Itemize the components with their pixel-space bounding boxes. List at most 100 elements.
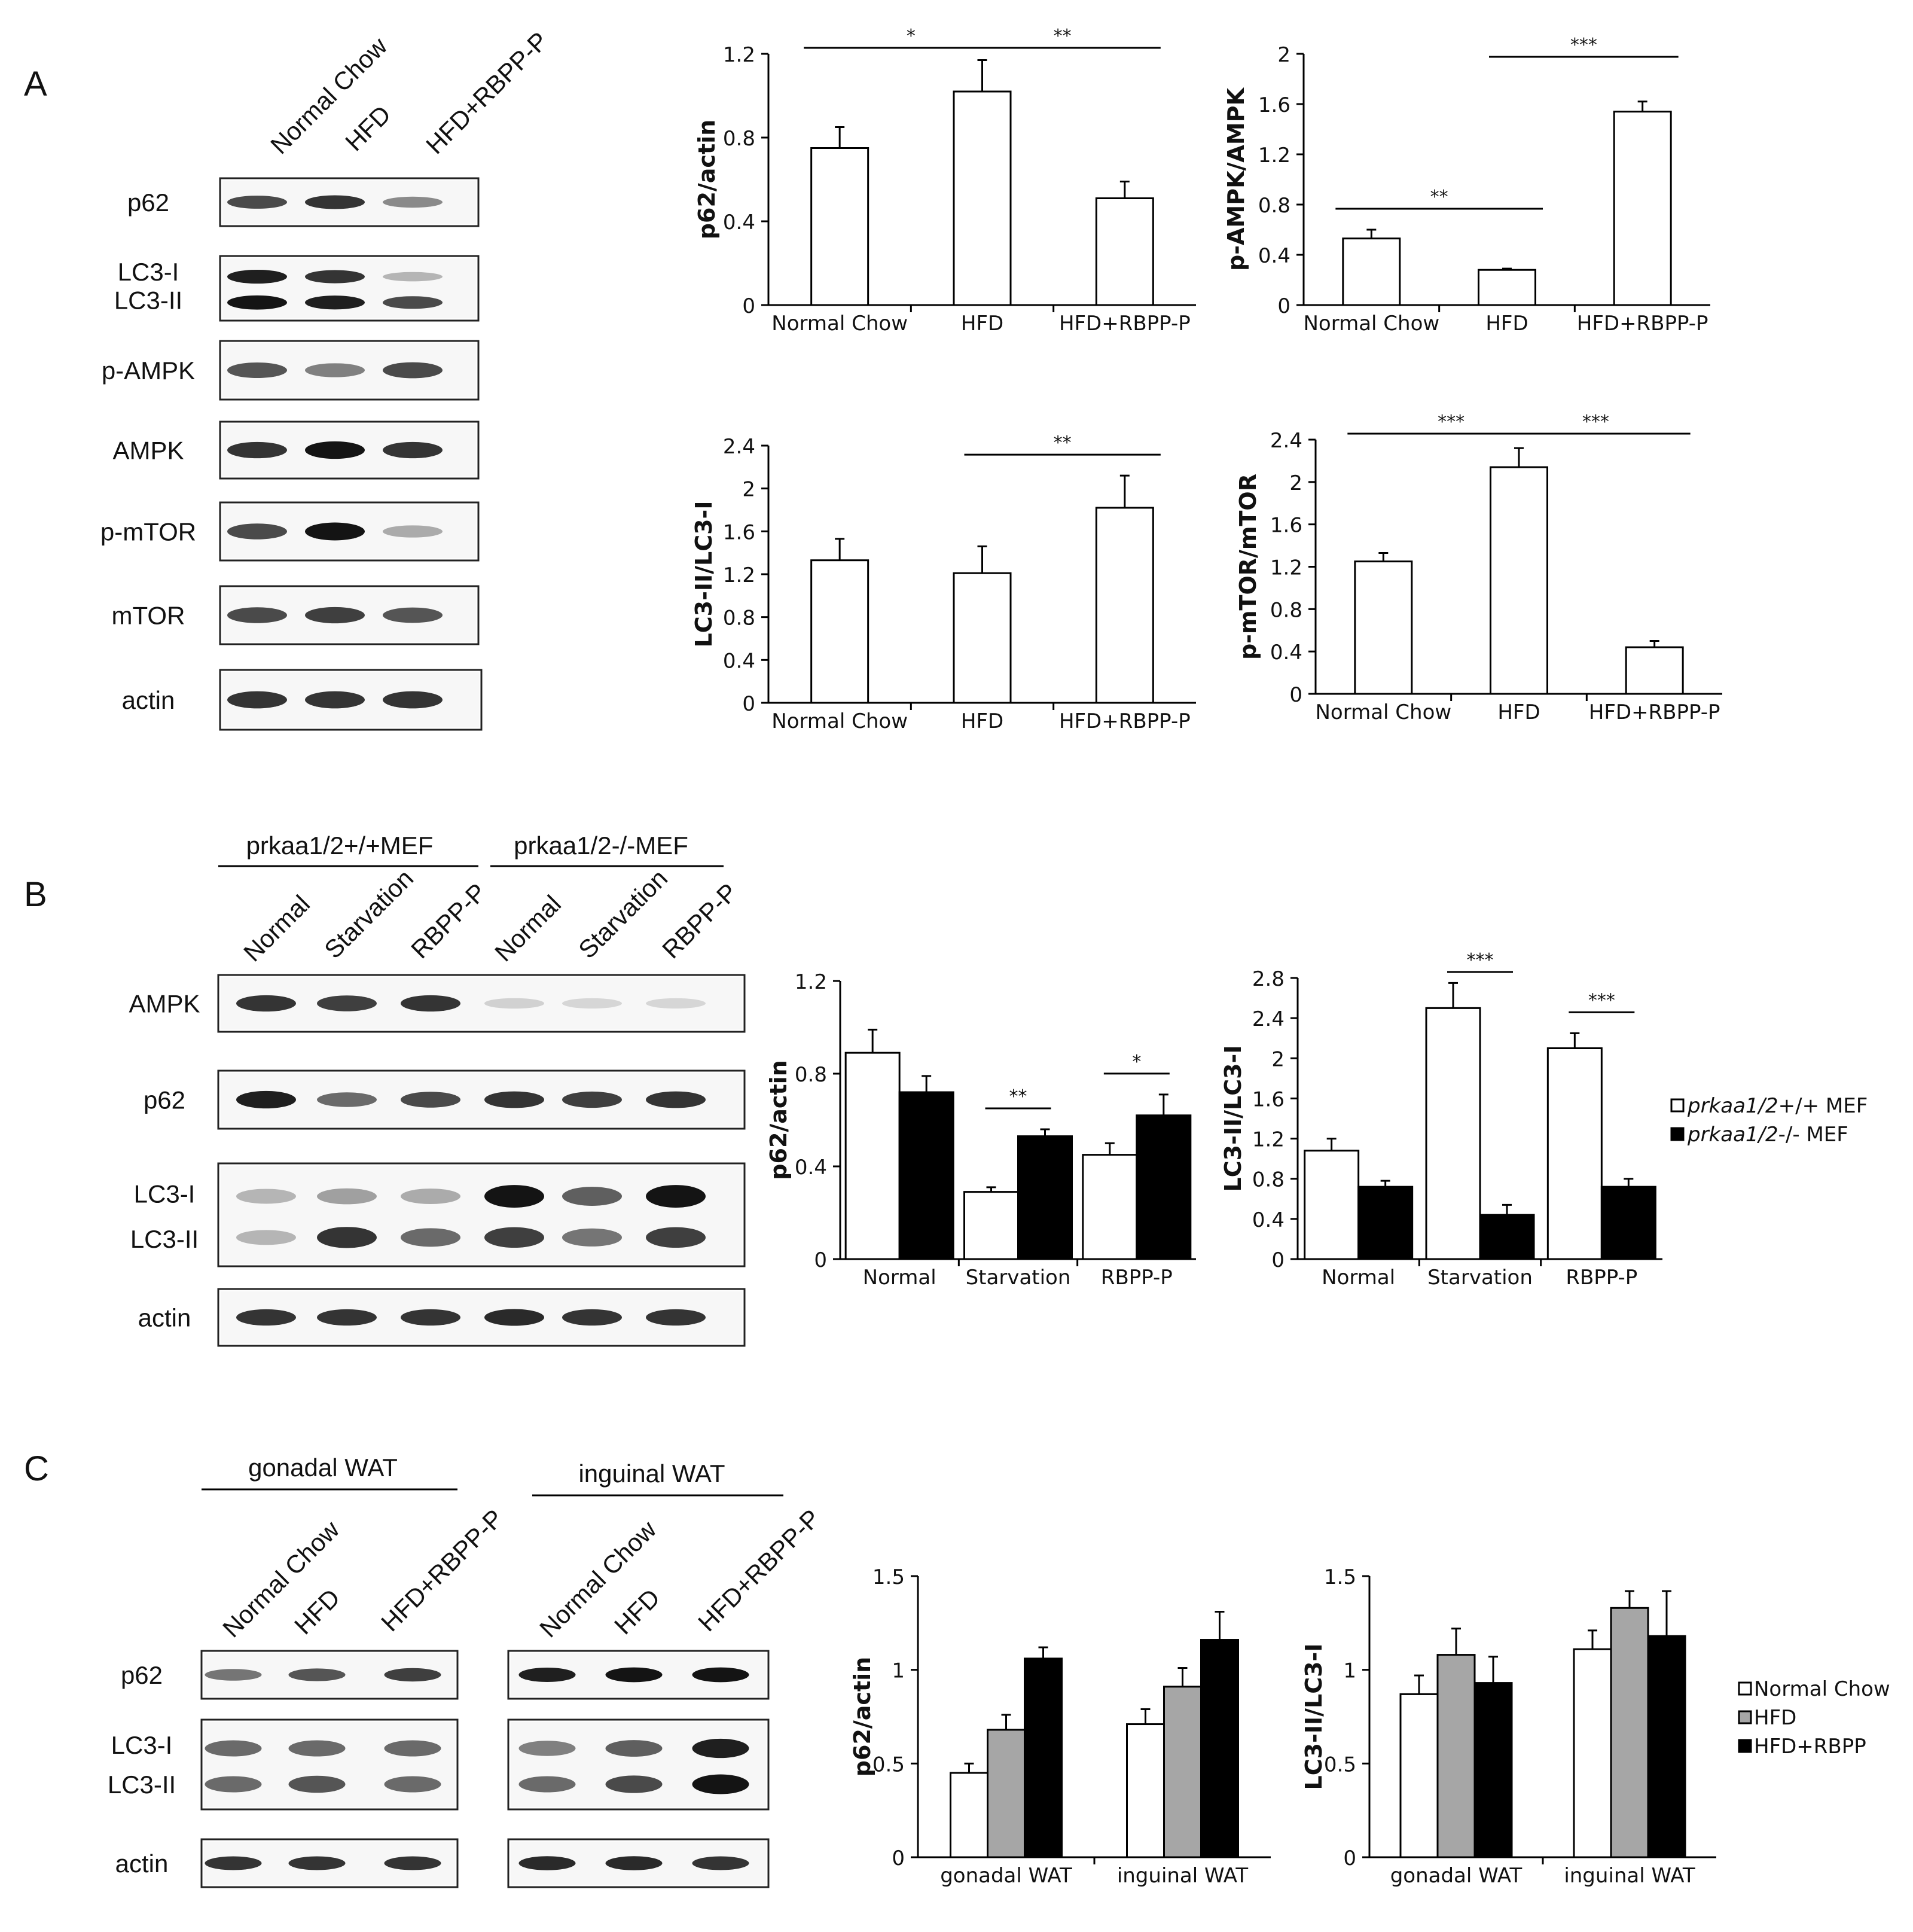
x-tick-label: inguinal WAT xyxy=(1564,1864,1695,1888)
blot-row-label: p-AMPK xyxy=(102,356,195,385)
blot-band xyxy=(236,1230,296,1245)
blot-group-header-c-inguinal: inguinal WAT xyxy=(578,1459,725,1488)
legend-swatch xyxy=(1738,1681,1752,1696)
blot-band xyxy=(227,295,287,310)
x-tick-label: gonadal WAT xyxy=(1390,1864,1523,1888)
bar-charts: 0 0.4 0.8 1.2 p62/actin Normal Chow HFD HFD+RBP… xyxy=(691,26,1722,1888)
blot-row-label: AMPK xyxy=(112,437,184,465)
significance-marker: *** xyxy=(1570,35,1597,56)
blot-band xyxy=(384,1776,441,1793)
significance-marker: *** xyxy=(1467,950,1494,971)
bar xyxy=(1473,1682,1513,1858)
blot-background xyxy=(221,1166,742,1264)
bar xyxy=(1436,1654,1476,1858)
legend-label: prkaa1/2+/+ MEF xyxy=(1687,1094,1868,1118)
y-tick-label: 1.5 xyxy=(1324,1565,1356,1589)
blot-band xyxy=(227,441,287,459)
y-tick-label: 0.4 xyxy=(1258,244,1290,268)
blot-band xyxy=(384,1856,441,1870)
blot-row-label: mTOR xyxy=(112,602,185,630)
blot-band xyxy=(236,995,296,1012)
bar xyxy=(1200,1639,1239,1858)
blot-group-header-c-gonadal: gonadal WAT xyxy=(248,1453,398,1482)
blot-band xyxy=(205,1669,262,1681)
significance-marker: *** xyxy=(1588,990,1615,1011)
y-axis-label: p62/actin xyxy=(849,1657,875,1776)
legend-label: HFD+RBPP xyxy=(1754,1735,1866,1759)
y-tick-label: 1 xyxy=(1343,1659,1356,1683)
bar xyxy=(1342,237,1401,306)
bar xyxy=(1024,1657,1063,1858)
y-tick-label: 2.8 xyxy=(1252,967,1285,991)
x-tick-label: RBPP-P xyxy=(1566,1266,1637,1290)
blot-band xyxy=(305,441,365,459)
y-tick-label: 2.4 xyxy=(1252,1007,1285,1031)
lane-label: HFD xyxy=(340,100,396,156)
blot-band xyxy=(605,1740,663,1757)
legend-label: Normal Chow xyxy=(1754,1677,1890,1701)
lane-label: RBPP-P xyxy=(657,878,743,964)
significance-marker: ** xyxy=(1054,26,1072,47)
x-tick-label: Starvation xyxy=(1427,1266,1533,1290)
y-tick-label: 0.4 xyxy=(723,649,755,673)
blot-band xyxy=(646,1227,706,1248)
blot-band xyxy=(227,523,287,540)
blot-band xyxy=(317,995,377,1011)
x-tick-label: HFD+RBPP-P xyxy=(1059,312,1191,336)
blot-band xyxy=(205,1856,262,1870)
blot-frame xyxy=(200,1718,459,1811)
y-tick-label: 0.4 xyxy=(723,211,755,234)
blot-band xyxy=(484,1091,544,1108)
bar xyxy=(898,1091,954,1260)
legend-swatch xyxy=(1670,1098,1685,1113)
blot-band xyxy=(227,607,287,623)
significance-marker: ** xyxy=(1009,1086,1027,1107)
y-tick-label: 0 xyxy=(742,692,755,716)
y-tick-label: 0.8 xyxy=(795,1063,827,1087)
y-tick-label: 0 xyxy=(1343,1846,1356,1870)
blot-band xyxy=(317,1309,377,1326)
bar xyxy=(1304,1150,1360,1260)
x-tick-label: HFD xyxy=(1485,312,1528,336)
x-tick-label: HFD xyxy=(961,709,1003,733)
blot-frame xyxy=(217,1162,746,1267)
blot-band xyxy=(401,995,460,1012)
y-tick-label: 1.5 xyxy=(872,1565,905,1589)
lane-label: HFD+RBPP-P xyxy=(376,1504,508,1637)
lane-label: Normal xyxy=(238,889,315,967)
bar xyxy=(987,1729,1026,1858)
bar xyxy=(1573,1648,1612,1858)
bar-chart-b-5: 0 0.4 0.8 1.2 1.6 2 2.4 2.8 LC3-II/LC3-I Normal St… xyxy=(1220,950,1662,1290)
blot-band xyxy=(227,269,287,284)
blot-band xyxy=(562,998,622,1009)
blot-band xyxy=(484,1185,544,1208)
blot-row-label: p62 xyxy=(144,1086,185,1114)
y-tick-label: 1.6 xyxy=(1270,514,1302,538)
bar xyxy=(1095,507,1154,704)
y-tick-label: 0 xyxy=(892,1846,905,1870)
blot-frame xyxy=(507,1718,770,1811)
x-tick-label: Normal Chow xyxy=(1315,700,1451,724)
blot-band xyxy=(562,1091,622,1108)
y-tick-label: 2 xyxy=(742,478,755,502)
y-tick-label: 0.4 xyxy=(795,1156,827,1180)
blot-band xyxy=(646,1091,706,1108)
bar xyxy=(1479,1214,1535,1260)
bar-chart-b-4: 0 0.4 0.8 1.2 p62/actin Normal Starvation RBPP-… xyxy=(765,970,1196,1290)
y-tick-label: 0.5 xyxy=(872,1753,905,1776)
y-tick-label: 0.8 xyxy=(723,607,755,630)
blot-band xyxy=(317,1227,377,1248)
x-tick-label: Normal Chow xyxy=(771,312,908,336)
x-tick-label: gonadal WAT xyxy=(940,1864,1072,1888)
blot-band xyxy=(518,1856,576,1870)
bar-chart-c-6: 0 0.5 1 1.5 p62/actin gonadal WAT inguinal WAT xyxy=(849,1565,1271,1888)
bar xyxy=(844,1052,901,1260)
blot-band xyxy=(317,1188,377,1205)
lane-label: RBPP-P xyxy=(405,878,492,964)
y-tick-label: 0.5 xyxy=(1324,1753,1356,1776)
blot-band xyxy=(518,1667,576,1683)
